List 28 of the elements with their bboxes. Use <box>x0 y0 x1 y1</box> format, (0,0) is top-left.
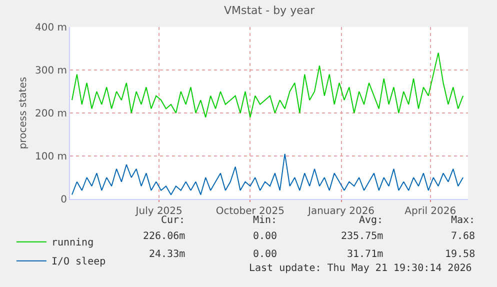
text: Last update: Thu May 21 19:30:14 2026 <box>249 263 472 274</box>
y-tick-label: 0 <box>60 194 67 206</box>
line-series <box>71 52 464 118</box>
text: 235.75m <box>341 231 384 242</box>
text: Cur: <box>161 215 186 226</box>
y-axis-title: process states <box>18 76 29 150</box>
x-tick-label: January 2026 <box>306 206 375 217</box>
text: Avg: <box>359 215 384 226</box>
text: 19.58 <box>445 249 476 260</box>
text: 226.06m <box>143 231 186 242</box>
text: 0.00 <box>253 231 278 242</box>
text: 24.33m <box>149 249 186 260</box>
text: Min: <box>253 215 278 226</box>
chart-title: VMstat - by year <box>224 4 316 17</box>
legend-label: I/O sleep <box>51 256 106 268</box>
x-tick-label: July 2025 <box>134 206 182 217</box>
text: Max: <box>451 215 476 226</box>
y-tick-label: 400 m <box>34 22 67 34</box>
line-series <box>71 153 464 196</box>
legend-label: running <box>51 238 94 249</box>
x-tick-label: October 2025 <box>216 206 285 217</box>
x-tick-label: April 2026 <box>404 206 456 217</box>
y-tick-label: 200 m <box>34 108 67 120</box>
text: 0.00 <box>253 249 278 260</box>
text: 7.68 <box>451 231 476 242</box>
text: 31.71m <box>347 249 384 260</box>
y-tick-label: 300 m <box>34 66 67 76</box>
y-tick-label: 100 m <box>34 152 67 162</box>
